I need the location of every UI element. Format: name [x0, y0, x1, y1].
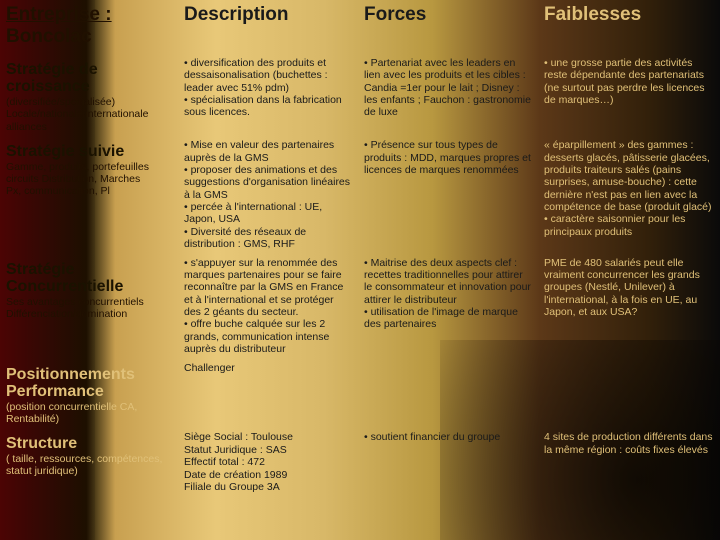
row-strategie-concurrentielle-faib: PME de 480 salariés peut elle vraiment c…: [538, 255, 720, 360]
row-strategie-croissance-forces: • Partenariat avec les leaders en lien a…: [358, 55, 538, 137]
swot-table: Entreprise : Boncolac Description Forces…: [0, 0, 720, 497]
row-sub: Gamme, produits, portefeuilles circuits …: [6, 161, 172, 198]
row-positionnements-desc: Challenger: [178, 360, 358, 430]
row-structure-faib: 4 sites de production différents dans la…: [538, 429, 720, 497]
header-description: Description: [178, 0, 358, 55]
row-structure-desc: Siège Social : Toulouse Statut Juridique…: [178, 429, 358, 497]
row-sub: ( taille, ressources, compétences, statu…: [6, 453, 172, 478]
row-structure-forces: • soutient financier du groupe: [358, 429, 538, 497]
row-positionnements-left: Positionnements Performance (position co…: [0, 360, 178, 430]
header-faiblesses: Faiblesses: [538, 0, 720, 55]
row-strategie-concurrentielle-left: Stratégie Concurrentielle Ses avantages …: [0, 255, 178, 360]
header-forces: Forces: [358, 0, 538, 55]
row-sub: Ses avantages concurrentiels Différencia…: [6, 296, 172, 321]
row-title: Structure: [6, 431, 172, 453]
row-sub: (position concurrentielle CA, Rentabilit…: [6, 401, 172, 426]
header-company: Entreprise : Boncolac: [0, 0, 178, 55]
row-title: Stratégie de croissance: [6, 57, 172, 96]
row-positionnements-faib: [538, 360, 720, 430]
row-structure-left: Structure ( taille, ressources, compéten…: [0, 429, 178, 497]
row-strategie-concurrentielle-desc: • s'appuyer sur la renommée des marques …: [178, 255, 358, 360]
row-title: Stratégie suivie: [6, 139, 172, 161]
row-strategie-suivie-faib: « éparpillement » des gammes : desserts …: [538, 137, 720, 254]
row-strategie-concurrentielle-forces: • Maitrise des deux aspects clef : recet…: [358, 255, 538, 360]
company-label: Entreprise :: [6, 4, 112, 25]
row-strategie-croissance-desc: • diversification des produits et dessai…: [178, 55, 358, 137]
row-strategie-suivie-forces: • Présence sur tous types de produits : …: [358, 137, 538, 254]
row-title: Positionnements Performance: [6, 362, 172, 401]
row-strategie-croissance-faib: • une grosse partie des activités reste …: [538, 55, 720, 137]
row-positionnements-forces: [358, 360, 538, 430]
row-strategie-croissance-left: Stratégie de croissance (diversifiée/spe…: [0, 55, 178, 137]
company-name: Boncolac: [6, 26, 92, 47]
row-strategie-suivie-desc: • Mise en valeur des partenaires auprès …: [178, 137, 358, 254]
row-strategie-suivie-left: Stratégie suivie Gamme, produits, portef…: [0, 137, 178, 254]
row-sub: (diversifiée/specialisée) Locale/nationa…: [6, 96, 172, 133]
row-title: Stratégie Concurrentielle: [6, 257, 172, 296]
